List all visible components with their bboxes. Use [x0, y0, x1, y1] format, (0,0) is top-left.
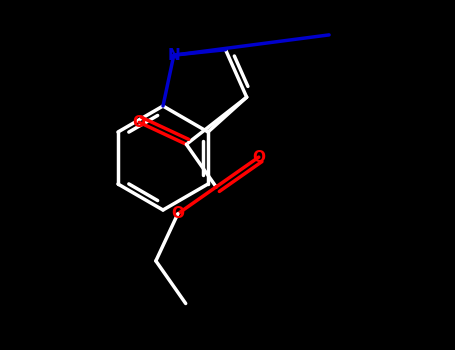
Text: N: N: [167, 48, 180, 63]
Text: O: O: [133, 115, 146, 130]
Text: O: O: [172, 206, 184, 221]
Text: O: O: [252, 149, 265, 164]
